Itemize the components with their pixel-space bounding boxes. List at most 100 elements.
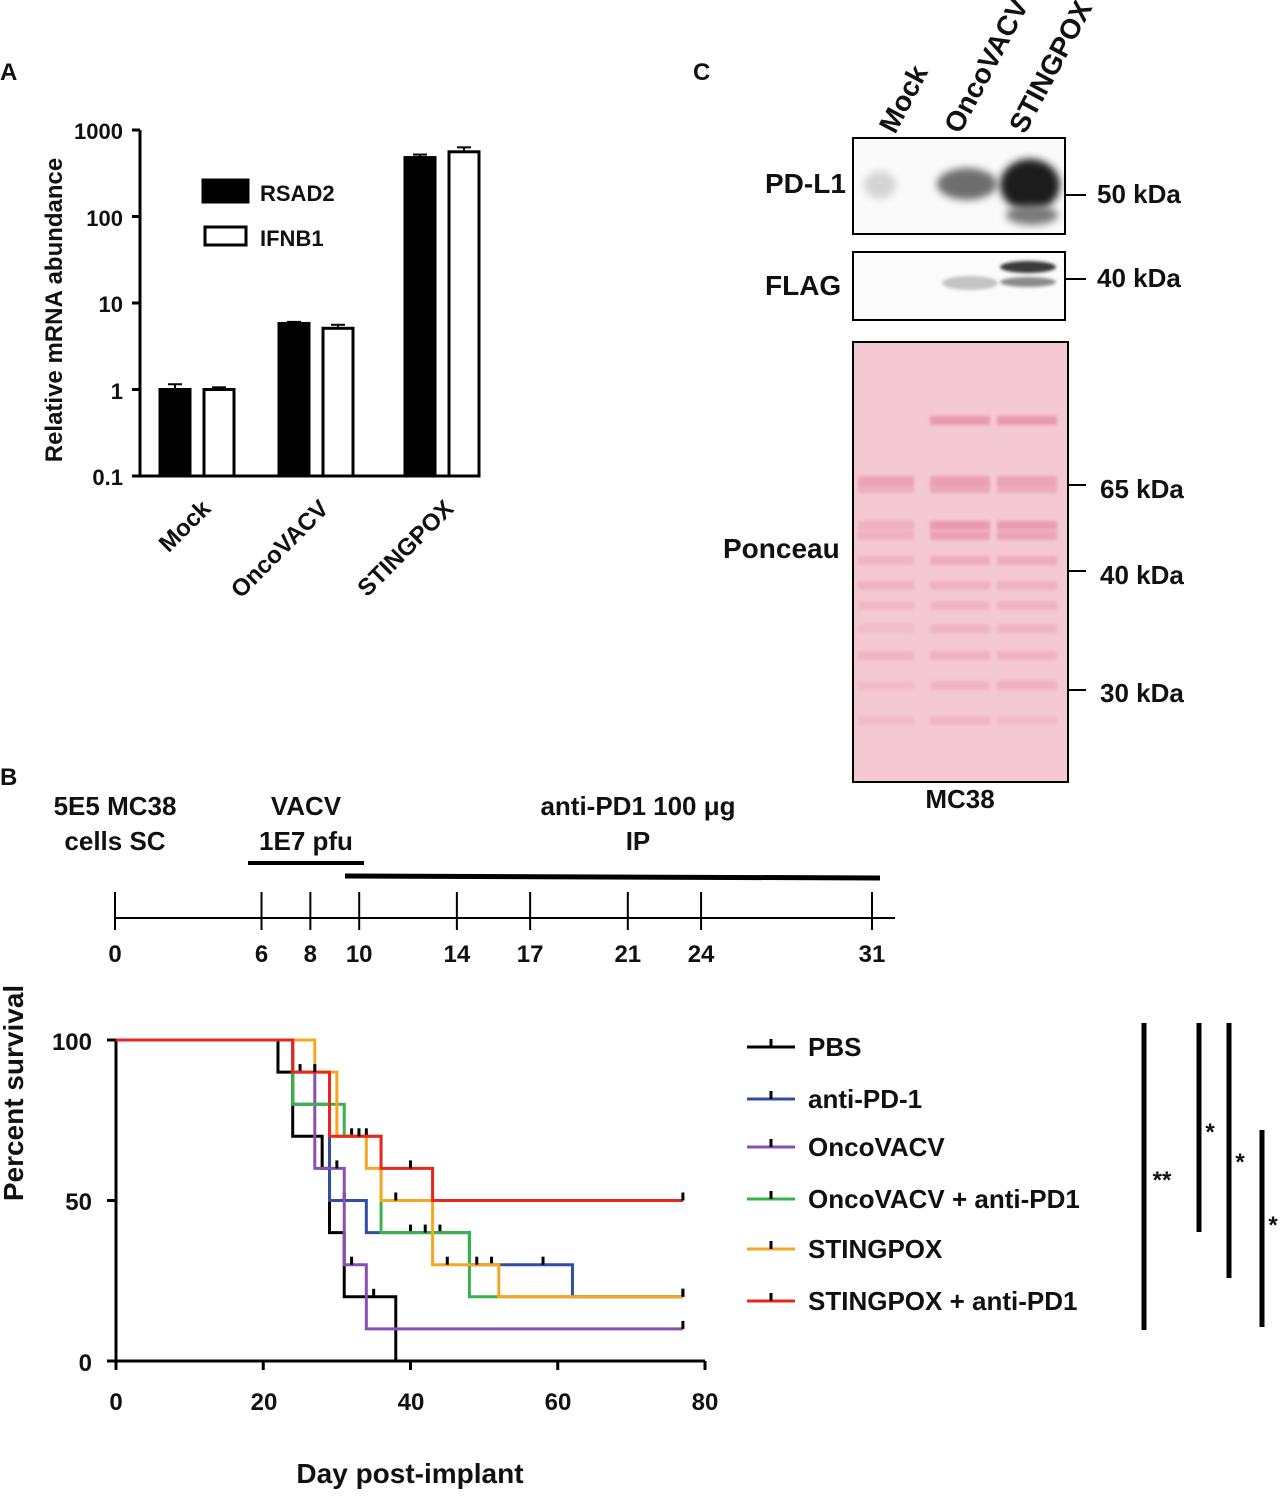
- ponceau-band: [930, 601, 990, 610]
- blot-row-label-pdl1: PD-L1: [765, 168, 846, 199]
- ponceau-band: [997, 416, 1057, 425]
- blot-marker-label: 40 kDa: [1097, 263, 1181, 293]
- ponceau-band: [930, 581, 990, 590]
- timeline-day-label: 6: [255, 941, 268, 968]
- blot-lane-label: Mock: [873, 60, 934, 138]
- ponceau-band: [997, 681, 1057, 690]
- km-xlabel: Day post-implant: [296, 1458, 523, 1489]
- blot-cell-line: MC38: [925, 784, 994, 814]
- significance-label: *: [1205, 1119, 1215, 1146]
- timeline-cells-label: 5E5 MC38: [54, 791, 177, 821]
- ponceau-band: [858, 681, 914, 690]
- flag-band-stingpox: [1000, 261, 1056, 273]
- ponceau-bands: [858, 416, 1057, 725]
- km-legend-label: OncoVACV + anti-PD1: [808, 1184, 1080, 1214]
- timeline-day-label: 31: [859, 941, 886, 968]
- ponceau-band: [997, 521, 1057, 530]
- ponceau-band: [858, 484, 914, 493]
- km-xtick-label: 60: [545, 1389, 572, 1416]
- ponceau-band: [858, 716, 914, 725]
- bar-ytick-label: 10: [99, 292, 123, 317]
- bar-category-label: STINGPOX: [352, 495, 459, 602]
- ponceau-band: [930, 416, 990, 425]
- km-xtick-label: 0: [109, 1389, 122, 1416]
- survival-chart: Percent survival Day post-implant 100 50…: [0, 985, 1278, 1489]
- significance-label: *: [1235, 1149, 1245, 1176]
- blot-row-label-ponceau: Ponceau: [723, 533, 840, 564]
- ponceau-band: [997, 581, 1057, 590]
- ponceau-band: [997, 716, 1057, 725]
- km-xtick-label: 20: [251, 1389, 278, 1416]
- km-line-stingpox-anti-pd1: [116, 1038, 683, 1202]
- ponceau-band: [930, 624, 990, 633]
- bar-ytick-label: 1: [111, 379, 123, 404]
- bar-legend-swatch-ifnb1: [203, 225, 248, 247]
- pdl1-band-stingpox: [1000, 159, 1060, 211]
- km-xtick-label: 80: [692, 1389, 719, 1416]
- ponceau-band: [997, 624, 1057, 633]
- blot-flag-bands: [942, 261, 1056, 290]
- timeline-antipd1-label: anti-PD1 100 μg: [540, 791, 735, 821]
- km-legend-label: PBS: [808, 1032, 861, 1062]
- timeline-day-label: 0: [108, 941, 121, 968]
- ponceau-band: [997, 476, 1057, 485]
- bar-chart: Relative mRNA abundance 1000 100 10 1 0.…: [41, 119, 481, 604]
- ponceau-band: [997, 531, 1057, 540]
- bar-ifnb1-mock: [202, 388, 236, 478]
- bar-rsad2-stingpox: [403, 156, 437, 478]
- timeline-day-label: 14: [444, 941, 471, 968]
- bar-category-label: OncoVACV: [226, 495, 334, 603]
- bar-ifnb1-stingpox: [447, 150, 481, 478]
- flag-band-oncovacv: [942, 276, 998, 290]
- treatment-timeline: 5E5 MC38 cells SC VACV 1E7 pfu anti-PD1 …: [54, 791, 895, 968]
- ponceau-band: [858, 521, 914, 530]
- km-ytick-label: 100: [52, 1029, 92, 1056]
- ponceau-band: [930, 484, 990, 493]
- ponceau-band: [997, 601, 1057, 610]
- timeline-vacv-label: 1E7 pfu: [259, 826, 353, 856]
- ponceau-band: [930, 716, 990, 725]
- ponceau-band: [858, 651, 914, 660]
- timeline-day-label: 17: [517, 941, 544, 968]
- ponceau-band: [858, 601, 914, 610]
- pdl1-band-mock: [864, 171, 896, 199]
- bar-legend-label: IFNB1: [260, 226, 324, 251]
- ponceau-band: [858, 556, 914, 565]
- km-legend-label: STINGPOX: [808, 1234, 943, 1264]
- ponceau-band: [930, 556, 990, 565]
- ponceau-band: [930, 531, 990, 540]
- km-ytick-label: 0: [79, 1350, 92, 1377]
- km-legend-label: STINGPOX + anti-PD1: [808, 1286, 1077, 1316]
- timeline-vacv-label: VACV: [271, 791, 342, 821]
- km-legend-label: anti-PD-1: [808, 1084, 922, 1114]
- bar-rsad2-mock: [158, 388, 192, 478]
- timeline-day-label: 21: [614, 941, 641, 968]
- bar-rsad2-oncovacv: [277, 321, 311, 478]
- km-xtick-label: 40: [398, 1389, 425, 1416]
- significance-label: **: [1153, 1167, 1172, 1194]
- bar-ytick-label: 1000: [74, 119, 123, 144]
- km-ylabel: Percent survival: [0, 985, 29, 1201]
- western-blot: Mock OncoVACV STINGPOX PD-L1 50 kDa FLAG…: [723, 0, 1184, 814]
- blot-pdl1-bands: [864, 159, 1060, 225]
- bar-legend-label: RSAD2: [260, 181, 335, 206]
- km-ytick-label: 50: [65, 1189, 92, 1216]
- timeline-day-label: 8: [304, 941, 317, 968]
- timeline-day-label: 10: [346, 941, 373, 968]
- timeline-day-label: 24: [688, 941, 715, 968]
- bar-ifnb1-oncovacv: [321, 326, 355, 478]
- timeline-antipd1-bar: [344, 873, 881, 881]
- ponceau-band: [930, 651, 990, 660]
- ponceau-band: [858, 581, 914, 590]
- significance-label: *: [1268, 1212, 1278, 1239]
- km-line-oncovacv: [116, 1038, 683, 1331]
- ponceau-band: [930, 476, 990, 485]
- blot-marker-label: 65 kDa: [1100, 474, 1184, 504]
- panel-label-b: B: [0, 764, 17, 791]
- panel-label-c: C: [693, 59, 710, 86]
- ponceau-band: [997, 484, 1057, 493]
- ponceau-band: [930, 521, 990, 530]
- timeline-antipd1-label: IP: [626, 826, 651, 856]
- panel-label-a: A: [0, 59, 17, 86]
- ponceau-band: [997, 556, 1057, 565]
